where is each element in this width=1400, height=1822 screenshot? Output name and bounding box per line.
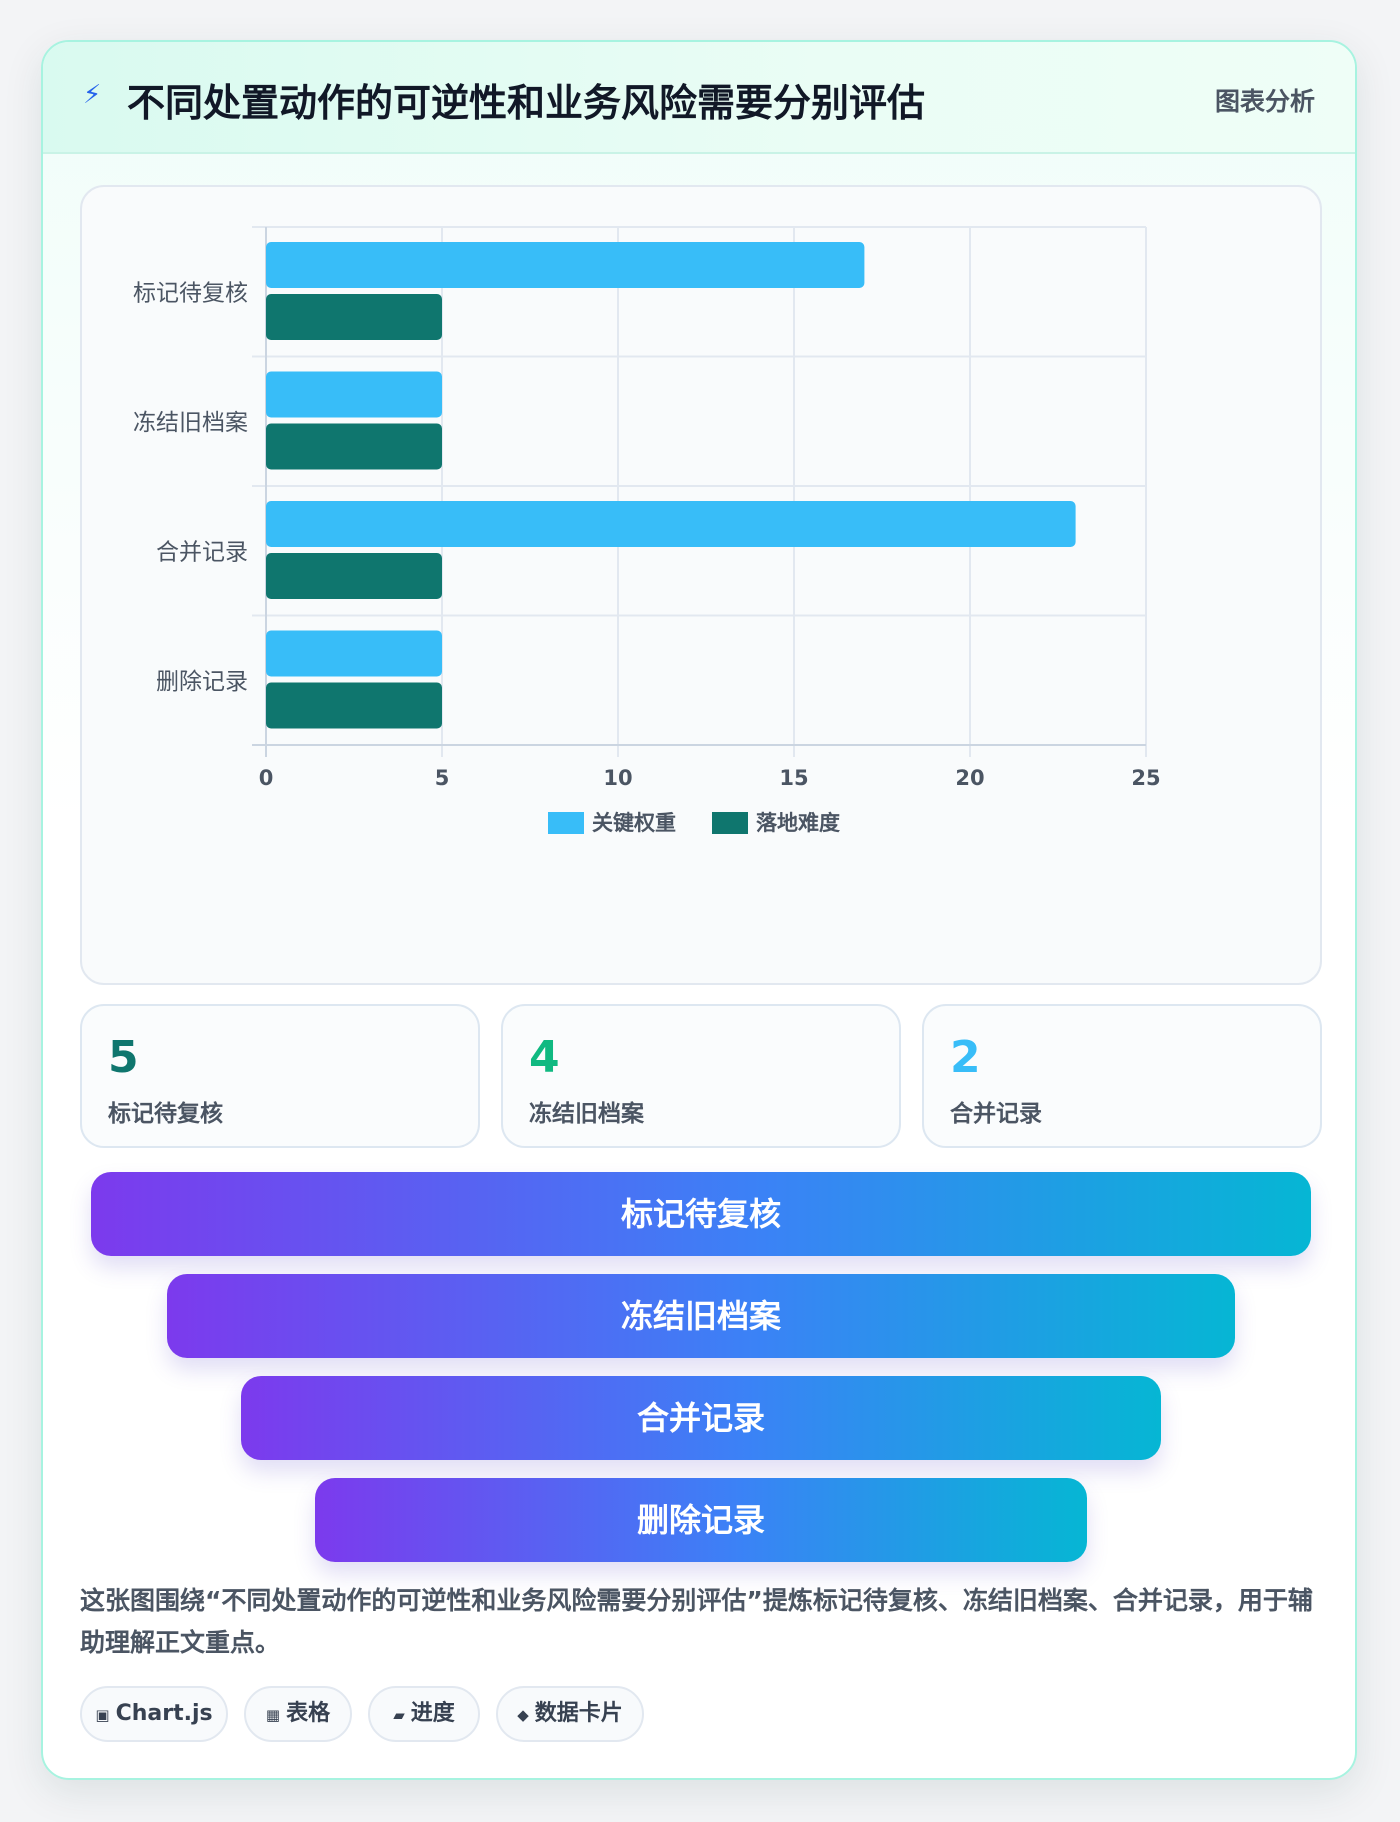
chip-table[interactable]: ▦ 表格 — [244, 1686, 352, 1742]
chip-label: 数据卡片 — [534, 1701, 623, 1726]
progress-icon: ▰ — [393, 1706, 405, 1724]
x-tick-label: 0 — [259, 766, 274, 790]
legend-swatch — [712, 812, 748, 834]
stat-value: 2 — [950, 1032, 981, 1083]
funnel-step: 冻结旧档案 — [167, 1274, 1235, 1358]
lightning-icon: ⚡ — [83, 80, 102, 110]
x-tick-label: 15 — [779, 766, 808, 790]
chip-label: 表格 — [286, 1701, 331, 1726]
chip-progress[interactable]: ▰ 进度 — [368, 1686, 480, 1742]
stat-card: 4 冻结旧档案 — [501, 1004, 901, 1148]
bar — [266, 682, 442, 729]
chart-description: 这张图围绕“不同处置动作的可逆性和业务风险需要分别评估”提炼标记待复核、冻结旧档… — [80, 1586, 1313, 1657]
stat-value: 5 — [108, 1032, 139, 1083]
chip-chartjs[interactable]: ▣ Chart.js — [80, 1686, 228, 1742]
legend-label: 落地难度 — [756, 811, 840, 835]
bar — [266, 553, 442, 599]
x-tick-label: 10 — [603, 766, 632, 790]
stat-card: 5 标记待复核 — [80, 1004, 480, 1148]
bar — [266, 242, 865, 288]
chip-label: 进度 — [410, 1701, 455, 1726]
chip-label: Chart.js — [115, 1701, 213, 1726]
chart-analysis-tag: 图表分析 — [1214, 87, 1315, 116]
legend-label: 关键权重 — [592, 811, 676, 835]
funnel-step: 标记待复核 — [91, 1172, 1311, 1256]
category-label: 冻结旧档案 — [133, 410, 248, 436]
x-tick-label: 20 — [955, 766, 984, 790]
legend-swatch — [548, 812, 584, 834]
card-title: 不同处置动作的可逆性和业务风险需要分别评估 — [127, 81, 926, 125]
funnel-step: 合并记录 — [241, 1376, 1161, 1460]
stat-label: 冻结旧档案 — [529, 1101, 644, 1127]
stat-label: 合并记录 — [950, 1101, 1042, 1127]
stat-card: 2 合并记录 — [922, 1004, 1322, 1148]
stat-cards: 5 标记待复核 4 冻结旧档案 2 合并记录 — [80, 1004, 1322, 1148]
bar-chart-panel: 标记待复核冻结旧档案合并记录删除记录 0 5 10 15 20 25 关键权重 落地难度 — [80, 185, 1322, 985]
chart-icon: ▣ — [95, 1706, 110, 1724]
bar — [266, 630, 442, 677]
diamond-icon: ◆ — [517, 1706, 529, 1724]
x-tick-label: 25 — [1131, 766, 1160, 790]
bar — [266, 371, 442, 418]
x-tick-label: 5 — [435, 766, 450, 790]
stat-label: 标记待复核 — [108, 1101, 223, 1127]
category-label: 删除记录 — [156, 669, 248, 695]
bar — [266, 501, 1076, 547]
bar — [266, 423, 442, 470]
funnel-step: 删除记录 — [315, 1478, 1087, 1562]
category-label: 标记待复核 — [133, 280, 248, 306]
stat-value: 4 — [529, 1032, 560, 1083]
table-icon: ▦ — [265, 1706, 281, 1724]
category-label: 合并记录 — [156, 539, 248, 565]
chart-card: ⚡ 不同处置动作的可逆性和业务风险需要分别评估 图表分析 标记待复核 冻结旧档案合… — [41, 40, 1357, 1780]
chip-data-card[interactable]: ◆ 数据卡片 — [496, 1686, 644, 1742]
card-header: ⚡ 不同处置动作的可逆性和业务风险需要分别评估 图表分析 — [43, 42, 1355, 154]
bar — [266, 294, 442, 340]
